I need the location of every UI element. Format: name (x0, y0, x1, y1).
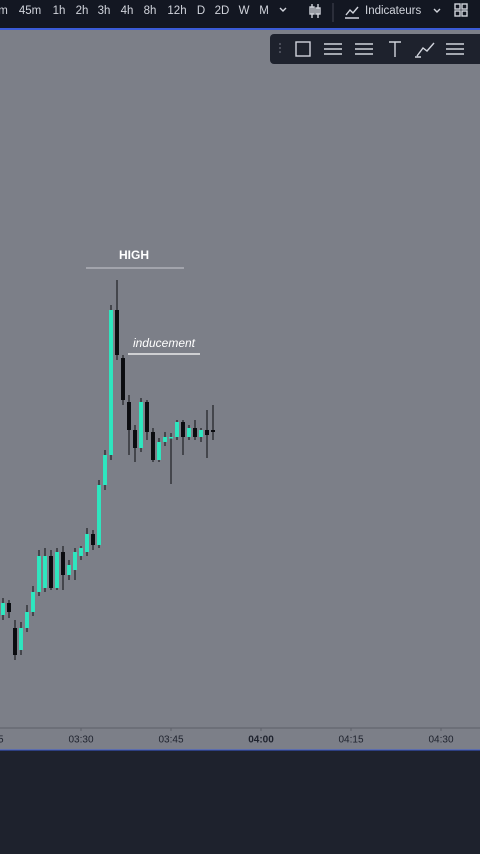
x-tick-label: 04:00 (248, 735, 274, 746)
plot: 03:15 03:30 03:45 04:00 04:15 04:30 HIGH induce… (0, 248, 454, 745)
interval-button[interactable]: 8h (144, 5, 157, 17)
candle-body (91, 534, 95, 545)
candle-body (19, 628, 23, 650)
candle-body (145, 402, 149, 432)
chart-area (0, 30, 480, 728)
candle-body (139, 402, 143, 448)
fib-tool[interactable] (446, 43, 464, 55)
interval-button[interactable]: 2D (215, 5, 230, 17)
candle-body (187, 428, 191, 437)
interval-button[interactable]: 1h (53, 5, 66, 17)
candle-body (151, 432, 155, 460)
indicators-button[interactable]: Indicateurs (365, 5, 422, 17)
text-tool[interactable] (389, 41, 401, 57)
interval-button[interactable]: 12h (167, 5, 186, 17)
candle-body (73, 552, 77, 570)
candle-body (97, 485, 101, 545)
candle-body (31, 592, 35, 612)
candle-body (79, 548, 83, 556)
interval-button[interactable]: 4h (121, 5, 134, 17)
candle-body (109, 310, 113, 455)
x-tick-label: 03:15 (0, 735, 4, 746)
indicators-icon[interactable] (345, 6, 359, 19)
candle-body (25, 612, 29, 628)
candle-body (133, 430, 137, 448)
chevron[interactable] (433, 8, 441, 13)
toolbar-accent (0, 28, 480, 30)
candle-body (103, 455, 107, 485)
candle-body (61, 552, 65, 575)
interval-button[interactable]: 2h (76, 5, 89, 17)
interval-button[interactable]: M (259, 5, 269, 17)
candle-body (67, 565, 71, 575)
candle-body (1, 603, 5, 615)
candle-body (7, 603, 11, 612)
rect-tool[interactable] (295, 41, 311, 57)
interval-button[interactable]: m (0, 5, 8, 17)
candle-body (127, 402, 131, 430)
candle-body (37, 556, 41, 592)
chevron[interactable] (279, 7, 287, 12)
interval-button[interactable]: 45m (19, 5, 41, 17)
candle-body (85, 534, 89, 552)
top-toolbar (0, 0, 480, 28)
annotation: HIGH (119, 248, 149, 262)
candle-body (43, 556, 47, 588)
candle-body (199, 430, 203, 437)
drawing-toolbar-bg (270, 34, 480, 64)
brush-tool[interactable] (415, 42, 435, 58)
x-tick-label: 04:15 (338, 735, 363, 746)
time-axis (0, 728, 480, 750)
candle-type-button[interactable] (309, 4, 321, 18)
candle-body (49, 556, 53, 588)
candle-body (121, 358, 125, 400)
candle-body (55, 552, 59, 588)
interval-button[interactable]: W (239, 5, 250, 17)
annotation: inducement (133, 336, 196, 350)
candle-body (211, 430, 215, 432)
lines-tool[interactable] (355, 43, 373, 55)
candle-body (13, 628, 17, 655)
interval-button[interactable]: 3h (98, 5, 111, 17)
layout-button[interactable] (454, 3, 468, 17)
bottom-panel (0, 751, 480, 854)
toolbar-items: Indicateurs m 45m 1h 2h 3h 4h 8h 12h D 2D W M (0, 3, 468, 22)
x-tick-label: 04:30 (428, 735, 453, 746)
candle-body (205, 430, 209, 435)
candle-body (193, 428, 197, 437)
candle-body (175, 422, 179, 437)
candle-body (157, 442, 161, 460)
axis-accent (0, 749, 480, 751)
candle-body (163, 437, 167, 442)
candle-body (181, 422, 185, 437)
interval-button[interactable]: D (197, 5, 205, 17)
candle-body (115, 310, 119, 355)
x-tick-label: 03:30 (68, 735, 93, 746)
x-tick-label: 03:45 (158, 735, 183, 746)
parallel-tool[interactable] (324, 43, 342, 55)
drawing-toolbar (270, 34, 480, 64)
candle-body (169, 437, 173, 439)
